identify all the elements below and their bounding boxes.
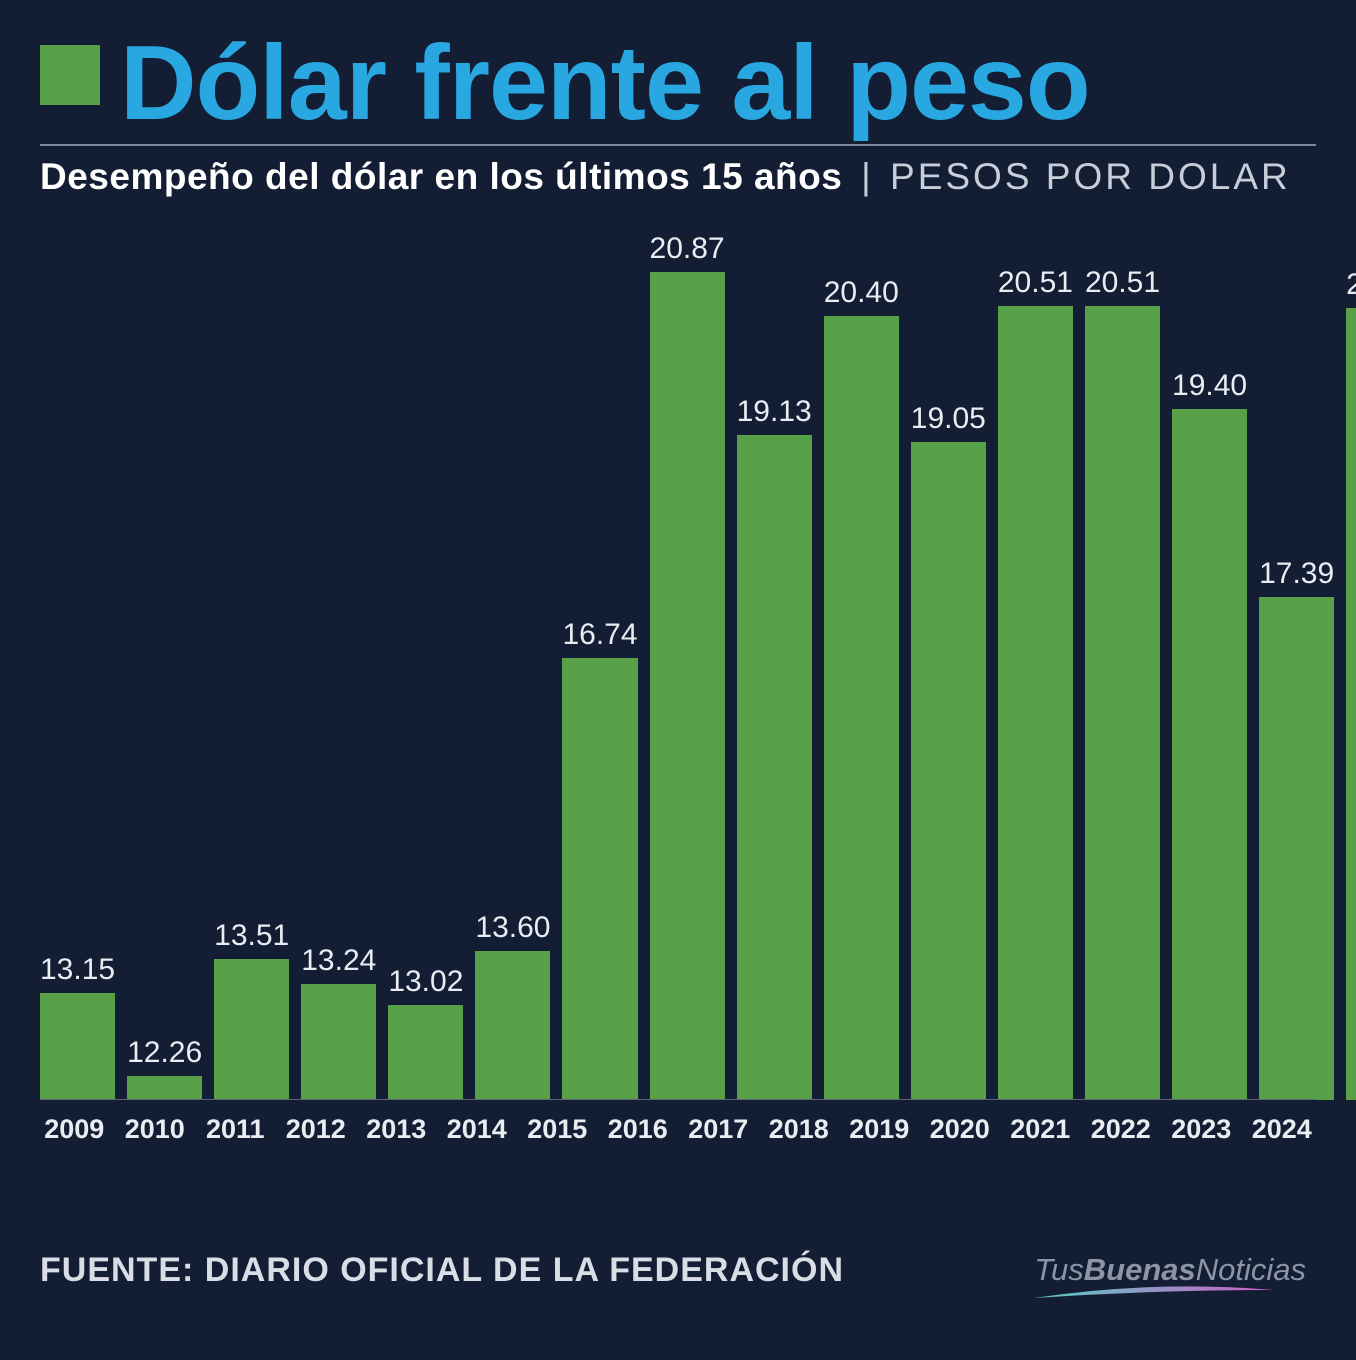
bar-value-label: 19.05 — [911, 402, 986, 436]
bar — [1346, 308, 1356, 1100]
bar — [1259, 597, 1334, 1100]
x-axis-label: 2017 — [684, 1114, 753, 1150]
bar — [127, 1076, 202, 1100]
bar-column: 19.13 — [737, 395, 812, 1100]
x-axis-label: 2013 — [362, 1114, 431, 1150]
bar-value-label: 17.39 — [1259, 557, 1334, 591]
bar-column: 16.74 — [562, 618, 637, 1100]
bar-value-label: 13.51 — [214, 919, 289, 953]
bar-column: 12.26 — [127, 1036, 202, 1100]
bar-column: 20.40 — [824, 276, 899, 1100]
x-axis-label: 2019 — [845, 1114, 914, 1150]
bar — [1172, 409, 1247, 1100]
bar — [824, 316, 899, 1100]
bar-column: 20.51 — [998, 266, 1073, 1100]
bar — [737, 435, 812, 1100]
bar-value-label: 12.26 — [127, 1036, 202, 1070]
x-axis-label: 2011 — [201, 1114, 270, 1150]
bar-value-label: 19.13 — [737, 395, 812, 429]
bar — [475, 951, 550, 1100]
x-axis-label: 2018 — [765, 1114, 834, 1150]
bar-value-label: 13.60 — [475, 911, 550, 945]
bar-column: 20.49 — [1346, 268, 1356, 1100]
subtitle-separator: | — [861, 156, 871, 197]
x-axis-label: 2024 — [1248, 1114, 1317, 1150]
x-axis-label: 2021 — [1006, 1114, 1075, 1150]
x-axis-label: 2016 — [604, 1114, 673, 1150]
subtitle-right: PESOS POR DOLAR — [890, 156, 1291, 197]
bar-value-label: 20.40 — [824, 276, 899, 310]
x-axis-labels: 2009 2010 2011 2012 2013 2014 2015 2016 2017 2018… — [40, 1104, 1316, 1150]
bar-chart: 13.1512.2613.5113.2413.0213.6016.7420.87… — [40, 260, 1316, 1150]
bar-value-label: 20.51 — [1085, 266, 1160, 300]
bar-column: 13.24 — [301, 944, 376, 1100]
bar-column: 13.60 — [475, 911, 550, 1100]
bar-value-label: 16.74 — [562, 618, 637, 652]
bar-column: 20.51 — [1085, 266, 1160, 1100]
x-axis-label: 2015 — [523, 1114, 592, 1150]
bar-column: 19.05 — [911, 402, 986, 1100]
bar — [301, 984, 376, 1100]
subtitle-left: Desempeño del dólar en los últimos 15 añ… — [40, 156, 842, 197]
x-axis-label: 2014 — [443, 1114, 512, 1150]
bar-column: 13.51 — [214, 919, 289, 1100]
bar — [650, 272, 725, 1100]
bar — [1085, 306, 1160, 1100]
bar — [562, 658, 637, 1100]
bar-value-label: 19.40 — [1172, 369, 1247, 403]
bar-value-label: 13.15 — [40, 953, 115, 987]
x-axis-label: 2022 — [1087, 1114, 1156, 1150]
brand-prefix: Tus — [1034, 1252, 1083, 1287]
accent-square-icon — [40, 45, 100, 105]
subtitle-row: Desempeño del dólar en los últimos 15 añ… — [40, 156, 1316, 198]
bar-column: 17.39 — [1259, 557, 1334, 1100]
x-axis-label: 2023 — [1167, 1114, 1236, 1150]
bar — [388, 1005, 463, 1100]
bar-value-label: 20.87 — [650, 232, 725, 266]
bar-value-label: 13.02 — [388, 965, 463, 999]
bar — [998, 306, 1073, 1100]
bar — [40, 993, 115, 1100]
x-axis-label: 2010 — [121, 1114, 190, 1150]
bar-column: 13.02 — [388, 965, 463, 1100]
brand-suffix: Noticias — [1196, 1252, 1306, 1287]
bar-value-label: 13.24 — [301, 944, 376, 978]
infographic-canvas: Dólar frente al peso Desempeño del dólar… — [0, 0, 1356, 1360]
bar — [214, 959, 289, 1100]
x-axis-label: 2020 — [926, 1114, 995, 1150]
header-row: Dólar frente al peso — [40, 30, 1316, 136]
chart-title: Dólar frente al peso — [120, 30, 1090, 136]
brand-swoosh-icon — [1034, 1286, 1274, 1300]
bar-column: 20.87 — [650, 232, 725, 1100]
x-axis-label: 2009 — [40, 1114, 109, 1150]
bar-value-label: 20.51 — [998, 266, 1073, 300]
source-footer: FUENTE: DIARIO OFICIAL DE LA FEDERACIÓN — [40, 1251, 844, 1290]
bar-column: 19.40 — [1172, 369, 1247, 1100]
x-axis-line — [40, 1099, 1316, 1100]
bars-container: 13.1512.2613.5113.2413.0213.6016.7420.87… — [40, 260, 1316, 1100]
bar-column: 13.15 — [40, 953, 115, 1100]
bar — [911, 442, 986, 1100]
bar-value-label: 20.49 — [1346, 268, 1356, 302]
brand-text: TusBuenasNoticias — [1034, 1252, 1306, 1288]
brand-logo: TusBuenasNoticias — [1034, 1252, 1306, 1300]
x-axis-label: 2012 — [282, 1114, 351, 1150]
header-divider — [40, 144, 1316, 146]
brand-middle: Buenas — [1084, 1252, 1196, 1287]
